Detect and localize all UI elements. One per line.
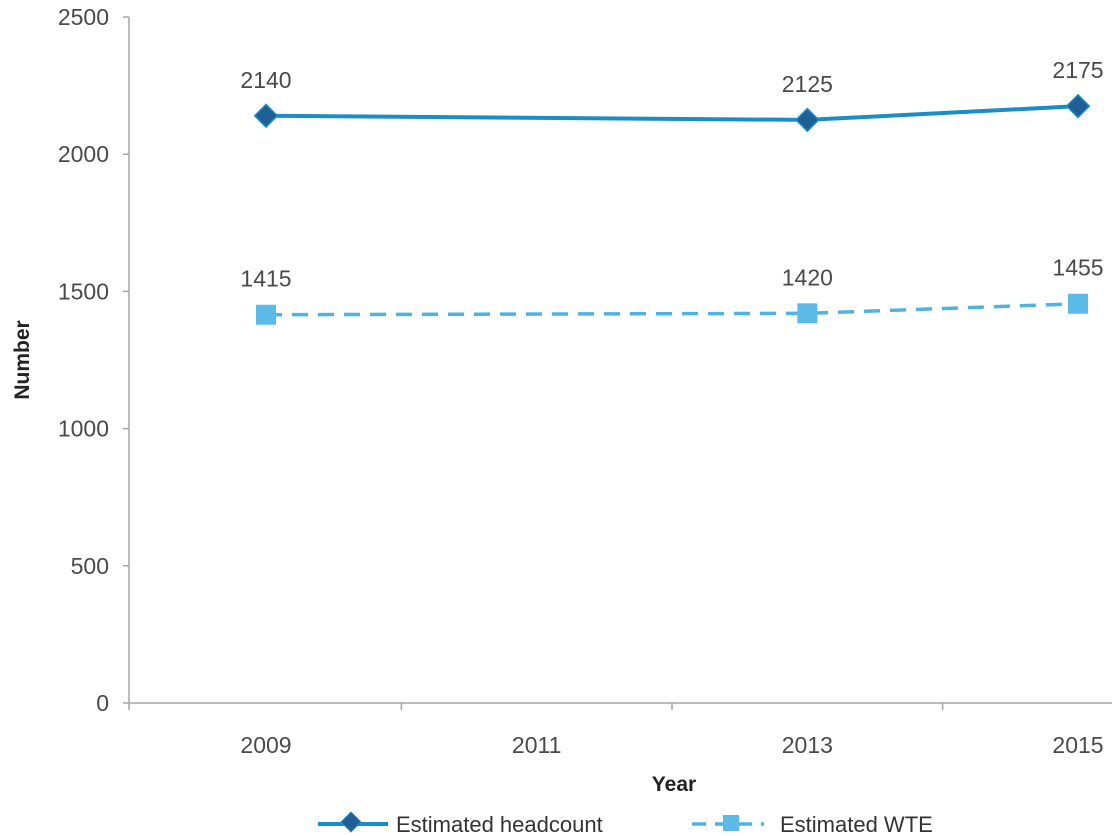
axes: 0 500 1000 1500 2000 2500 2009 2011 2013 2015 Ye… xyxy=(11,4,1112,796)
series-headcount: 2140 2125 2175 xyxy=(240,57,1104,133)
data-point-marker xyxy=(794,107,820,133)
series-line xyxy=(265,301,1079,317)
data-label: 1420 xyxy=(782,264,833,290)
legend-item-wte: Estimated WTE xyxy=(692,812,933,836)
x-axis-title: Year xyxy=(652,773,696,796)
series-layer: 2140 2125 2175 1415 1420 1455 xyxy=(240,57,1104,325)
y-ticks: 0 500 1000 1500 2000 2500 xyxy=(58,4,129,716)
y-axis-title: Number xyxy=(11,320,34,399)
series-line xyxy=(265,104,1079,122)
legend: Estimated headcount Estimated WTE xyxy=(318,811,933,836)
y-tick-label: 0 xyxy=(96,690,109,716)
legend-item-headcount: Estimated headcount xyxy=(318,811,603,836)
data-label: 2140 xyxy=(240,67,291,93)
data-point-marker xyxy=(1068,293,1088,314)
x-tick-label: 2013 xyxy=(782,732,833,758)
x-tick-label: 2015 xyxy=(1052,732,1103,758)
data-label: 1455 xyxy=(1052,255,1103,281)
series-wte: 1415 1420 1455 xyxy=(240,255,1104,325)
x-ticks: 2009 2011 2013 2015 xyxy=(128,703,1104,758)
data-point-marker xyxy=(1065,93,1091,119)
data-point-marker xyxy=(256,304,276,325)
data-label: 2175 xyxy=(1052,57,1103,83)
y-tick-label: 2500 xyxy=(58,4,109,30)
data-label: 2125 xyxy=(782,71,833,97)
data-point-marker xyxy=(797,303,818,324)
y-tick-label: 500 xyxy=(71,553,109,579)
data-point-marker xyxy=(253,103,279,129)
legend-headcount-marker xyxy=(340,811,362,833)
x-tick-label: 2011 xyxy=(512,732,561,758)
data-label: 1415 xyxy=(240,266,291,292)
legend-wte-marker xyxy=(723,815,739,831)
y-tick-label: 2000 xyxy=(58,141,109,167)
y-tick-label: 1000 xyxy=(58,416,109,442)
legend-wte-label: Estimated WTE xyxy=(780,812,933,836)
x-tick-label: 2009 xyxy=(240,732,291,758)
legend-headcount-label: Estimated headcount xyxy=(396,812,603,836)
y-tick-label: 1500 xyxy=(58,278,109,304)
